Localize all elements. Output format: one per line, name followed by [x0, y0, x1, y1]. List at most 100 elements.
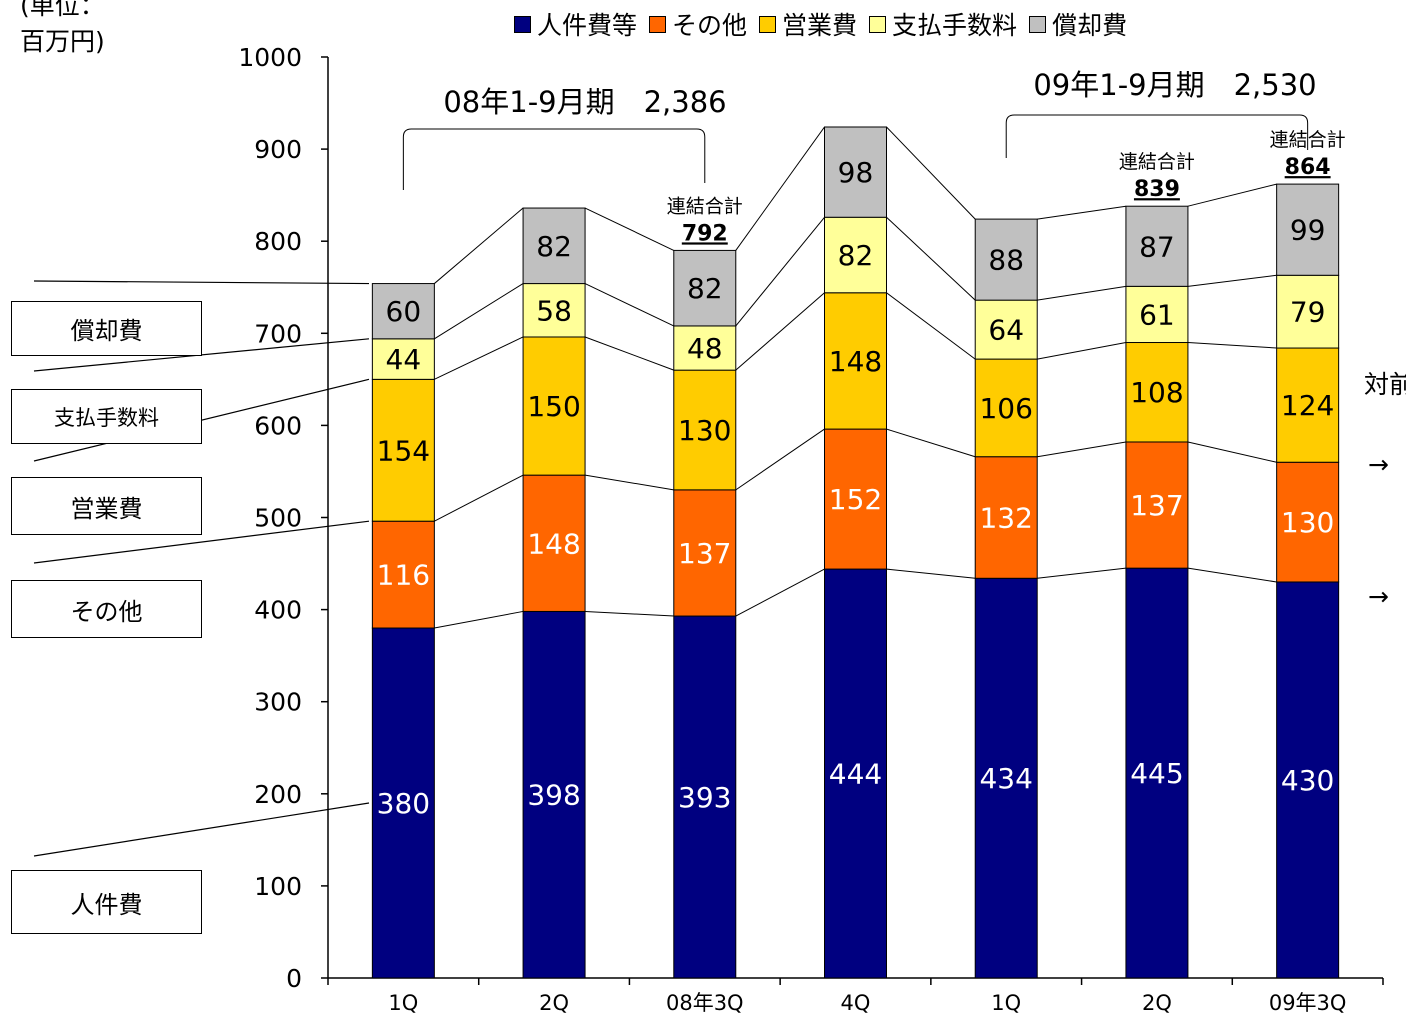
bar-data-label: 87: [1139, 230, 1175, 263]
y-tick-label: 0: [286, 964, 302, 993]
x-tick-label: 4Q: [841, 991, 871, 1015]
bar-data-label: 393: [678, 781, 731, 814]
x-tick-label: 09年3Q: [1269, 991, 1347, 1015]
bar-data-label: 106: [979, 392, 1032, 425]
series-connector-line: [585, 610, 674, 617]
legend-item-personnel: 人件費等: [514, 6, 637, 42]
series-connector-line: [1187, 274, 1277, 287]
period-bracket-08: [402, 128, 706, 190]
bar-data-label: 99: [1290, 214, 1326, 247]
bar-data-label: 444: [829, 758, 882, 791]
series-connector-line: [735, 428, 825, 491]
bar-data-label: 88: [988, 244, 1024, 277]
series-connector-line: [584, 474, 674, 491]
bar-data-label: 137: [678, 537, 731, 570]
bar-data-label: 130: [1281, 506, 1334, 539]
x-tick-label: 1Q: [991, 991, 1021, 1015]
series-connector-line: [434, 474, 524, 522]
bar-data-label: 148: [829, 345, 882, 378]
bar-data-label: 148: [527, 527, 580, 560]
bar-segment: [673, 369, 737, 491]
series-connector-line: [735, 568, 825, 617]
legend-item-other: その他: [649, 6, 747, 42]
x-tick-label: 08年3Q: [666, 991, 744, 1015]
legend-swatch-operating: [759, 15, 777, 33]
side-label-personnel: 人件費: [11, 870, 202, 934]
bar-segment: [371, 378, 435, 522]
bar-data-label: 82: [536, 230, 572, 263]
bar-data-label: 137: [1130, 489, 1183, 522]
bar-segment: [1125, 342, 1189, 443]
y-tick-label: 300: [254, 688, 302, 717]
series-connector-line: [886, 292, 976, 360]
bar-data-label: 82: [687, 272, 723, 305]
series-connector-line: [886, 568, 976, 579]
y-tick-label: 600: [254, 411, 302, 440]
legend-label-other: その他: [672, 11, 748, 40]
series-connector-line: [1037, 205, 1127, 220]
series-connector-line: [434, 283, 524, 340]
bar-data-label: 116: [377, 559, 430, 592]
legend-swatch-personnel: [514, 15, 531, 33]
series-connector-line: [584, 336, 674, 371]
series-connector-line: [1187, 441, 1277, 463]
x-tick-label: 1Q: [388, 991, 418, 1015]
bar-data-label: 434: [979, 762, 1032, 795]
series-connector-line: [584, 283, 675, 327]
bar-data-label: 380: [377, 787, 430, 820]
total-label: 連結合計: [1270, 129, 1346, 151]
series-connector-line: [434, 207, 524, 284]
period-bracket-09: [1005, 114, 1309, 158]
total-value: 792: [682, 221, 728, 246]
legend-item-depreciation: 償却費: [1029, 6, 1127, 42]
series-connector-line: [735, 216, 825, 327]
right-cut-text: 対前: [1364, 370, 1406, 399]
series-connector-line: [1187, 342, 1277, 349]
bar-segment: [974, 456, 1038, 579]
bar-segment: [824, 126, 887, 218]
bar-segment: [824, 292, 887, 430]
legend-item-fees: 支払手数料: [869, 6, 1017, 42]
y-tick-label: 900: [254, 135, 302, 164]
side-label-connector: [33, 520, 370, 564]
y-tick-label: 500: [254, 504, 302, 533]
series-connector-line: [1187, 183, 1277, 207]
y-tick-label: 1000: [238, 43, 302, 72]
legend: 人件費等 その他 営業費 支払手数料 償却費: [514, 6, 1127, 42]
series-connector-line: [1037, 441, 1127, 458]
series-connector-line: [735, 126, 825, 251]
right-arrow-1: →: [1368, 450, 1389, 479]
bar-segment: [974, 218, 1038, 301]
total-label: 連結合計: [667, 195, 743, 217]
side-label-fees: 支払手数料: [11, 389, 202, 444]
bar-data-label: 445: [1130, 757, 1183, 790]
series-connector-line: [434, 336, 524, 380]
series-connector-line: [735, 292, 825, 371]
unit-label: (単位： 百万円): [20, 0, 105, 56]
bar-segment: [371, 627, 435, 979]
bar-data-label: 82: [838, 239, 874, 272]
bar-data-label: 430: [1281, 764, 1334, 797]
bar-segment: [974, 577, 1038, 979]
legend-swatch-fees: [869, 15, 887, 33]
legend-label-operating: 営業費: [782, 11, 858, 40]
series-connector-line: [584, 207, 675, 251]
series-connector-line: [886, 216, 976, 301]
bar-data-label: 132: [979, 502, 1032, 535]
bar-segment: [974, 299, 1038, 360]
bar-segment: [371, 520, 435, 629]
bar-data-label: 398: [527, 779, 580, 812]
bar-data-label: 130: [678, 414, 731, 447]
bar-data-label: 108: [1130, 376, 1183, 409]
side-label-connector: [33, 280, 370, 285]
series-connector-line: [1037, 285, 1127, 301]
side-label-operating: 営業費: [11, 477, 202, 535]
bar-data-label: 64: [988, 314, 1024, 347]
bar-segment: [522, 207, 586, 285]
legend-item-operating: 営業費: [759, 6, 857, 42]
bar-data-label: 44: [386, 343, 422, 376]
bar-data-label: 48: [687, 332, 723, 365]
bar-data-label: 150: [527, 390, 580, 423]
series-connector-line: [434, 610, 524, 629]
